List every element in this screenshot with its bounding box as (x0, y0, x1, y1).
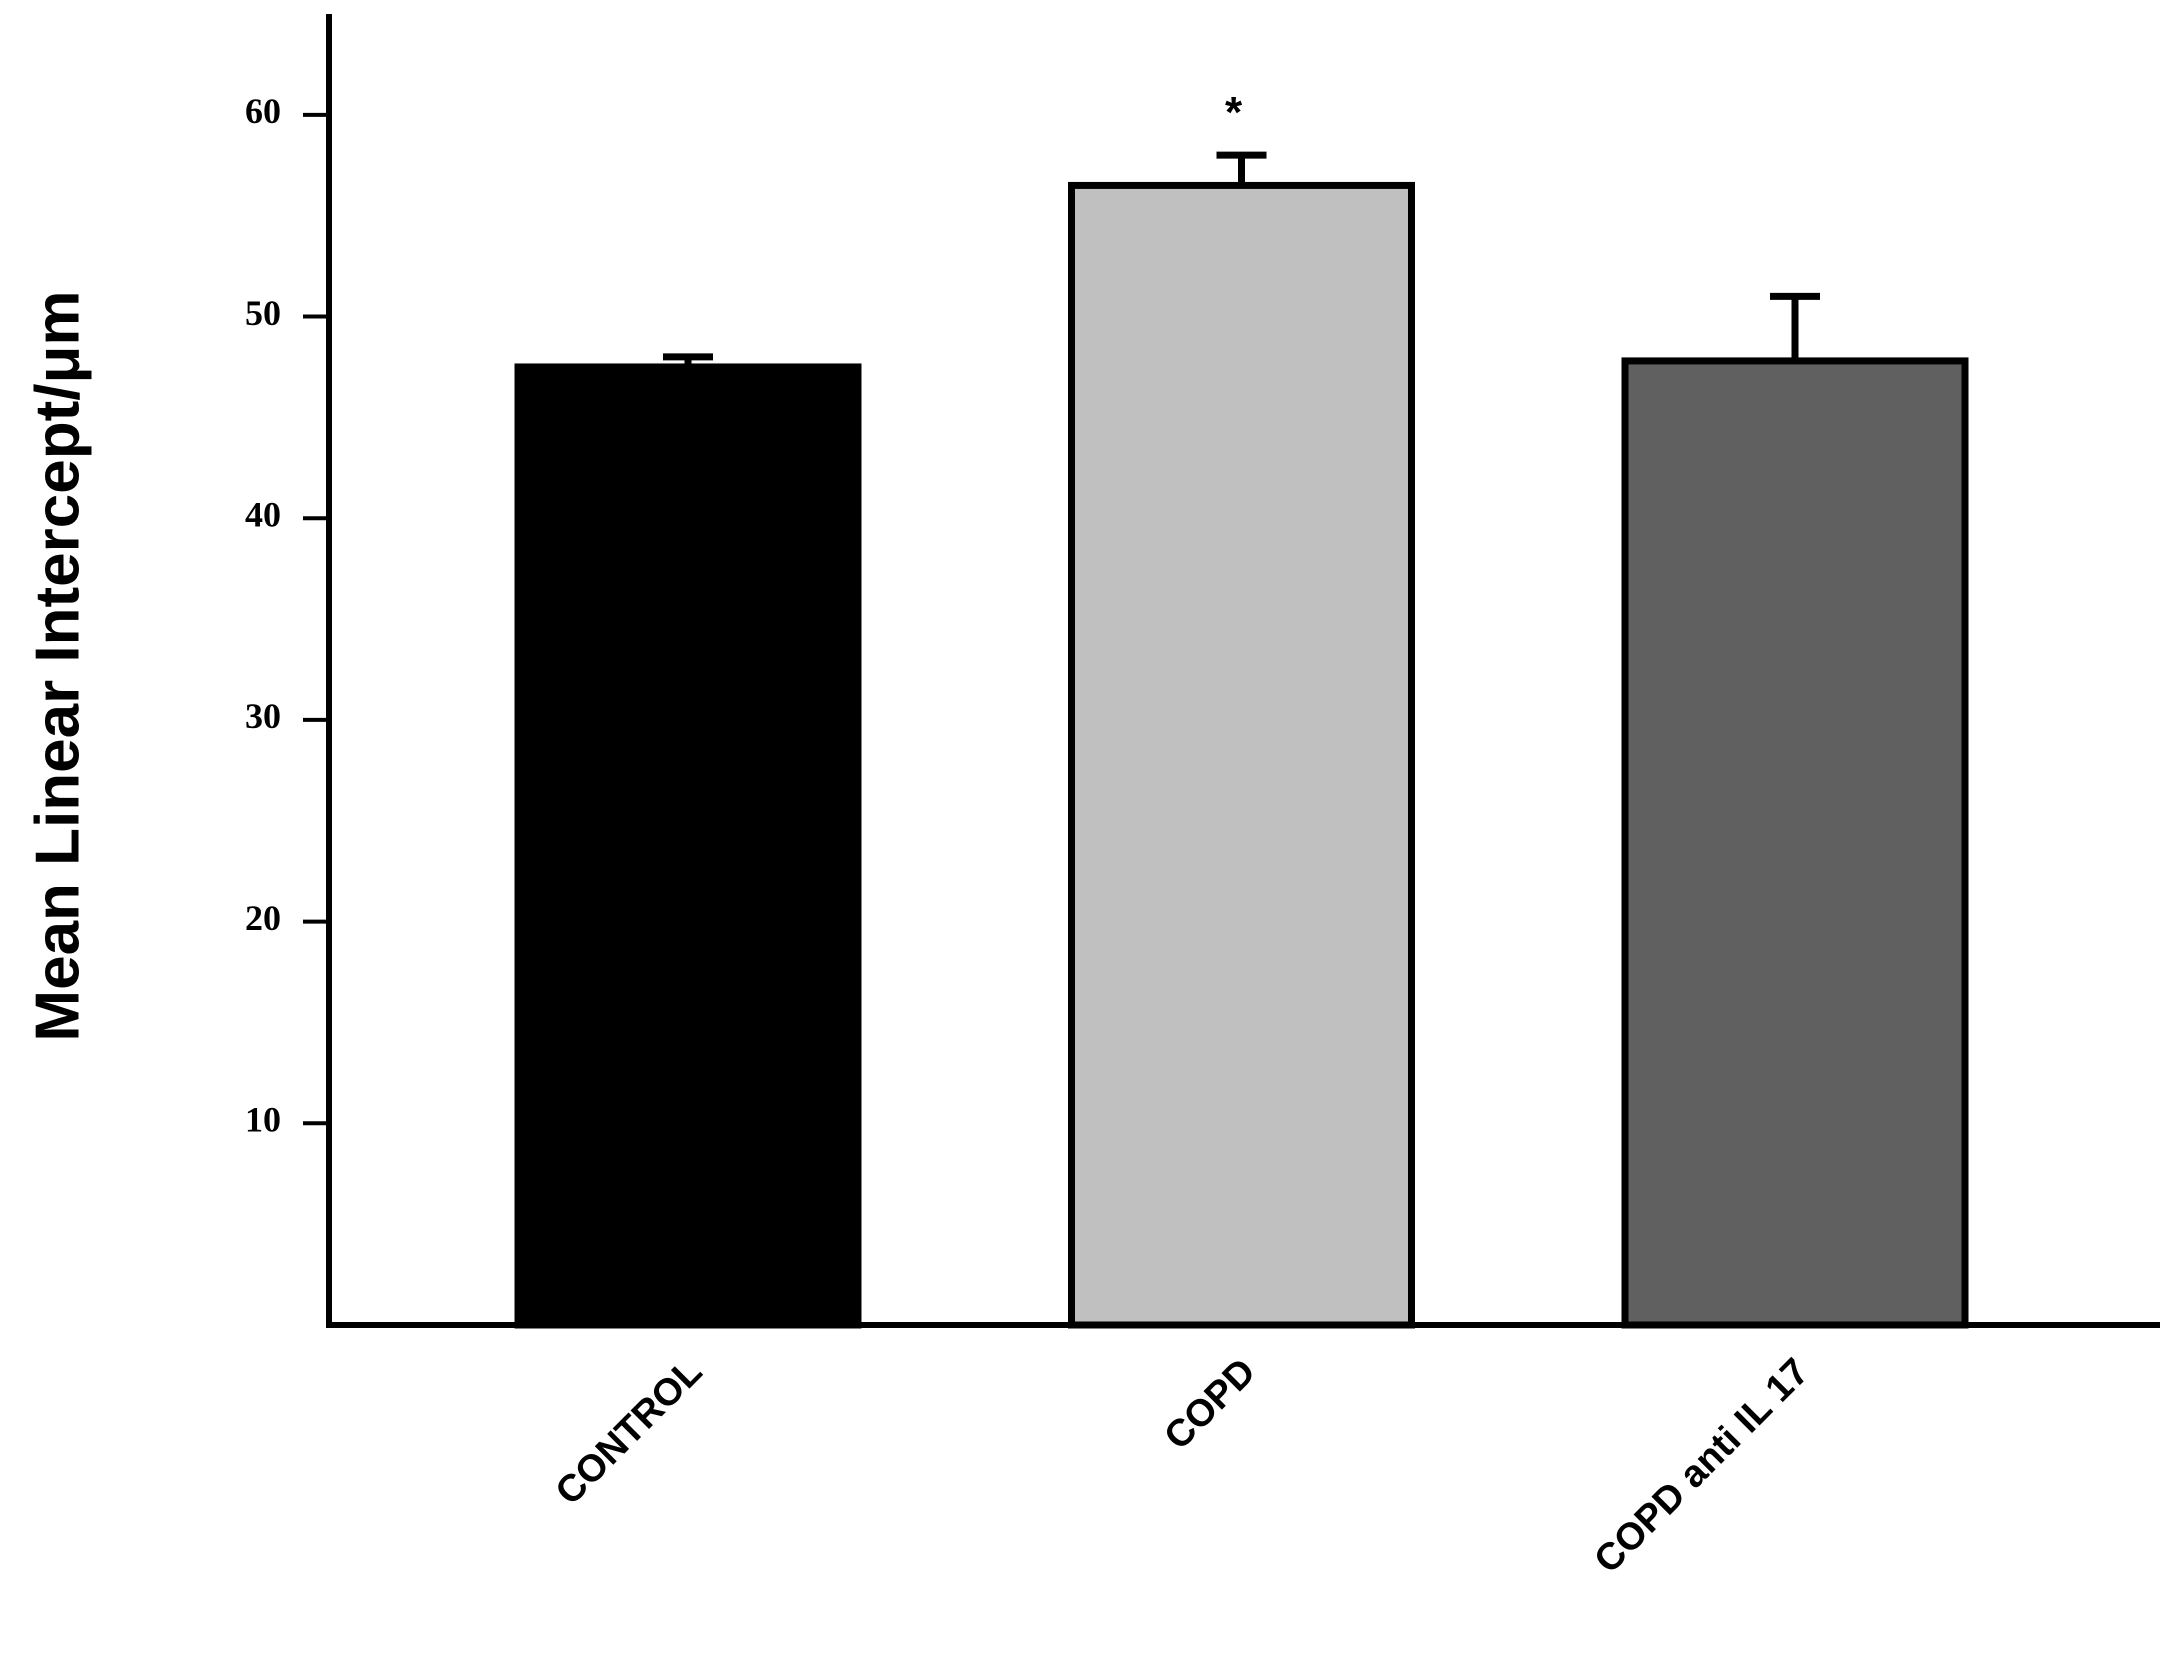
y-tick-label: 30 (245, 696, 281, 736)
y-tick-label: 20 (245, 898, 281, 938)
x-tick-label: COPD (1157, 1351, 1264, 1458)
annotation: * (1225, 88, 1243, 137)
y-tick-label: 10 (245, 1100, 281, 1140)
y-tick-label: 50 (245, 293, 281, 333)
bar (1621, 357, 1969, 1329)
x-tick-label: CONTROL (548, 1351, 711, 1514)
y-axis-label: Mean Linear Intercept/μm (23, 290, 92, 1041)
y-tick-label: 60 (245, 91, 281, 131)
bar (1068, 181, 1415, 1329)
y-tick-label: 40 (245, 494, 281, 534)
bar (514, 363, 862, 1329)
x-tick-label: COPD anti IL 17 (1587, 1351, 1818, 1582)
